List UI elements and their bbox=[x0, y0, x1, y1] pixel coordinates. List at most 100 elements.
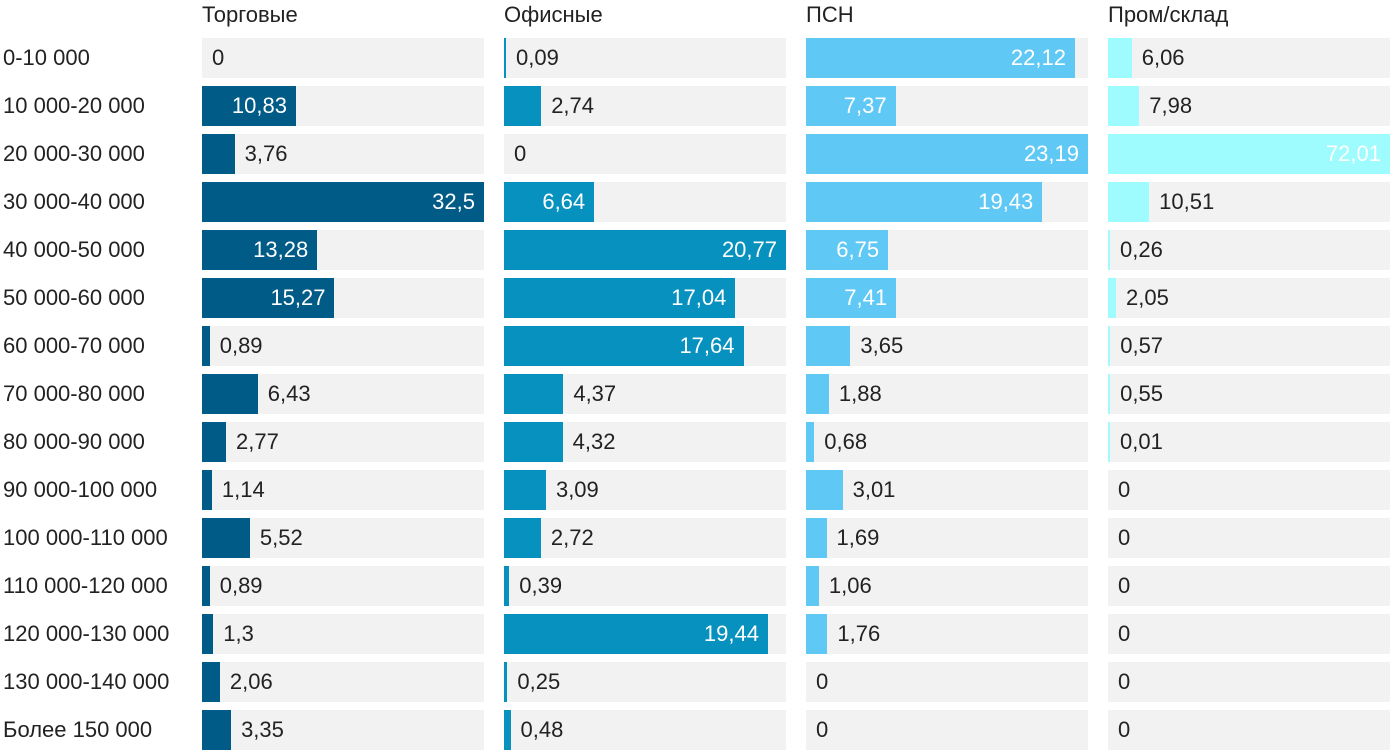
category-label: 100 000-110 000 bbox=[3, 525, 168, 550]
category-label: 10 000-20 000 bbox=[3, 93, 145, 118]
bar-track bbox=[1108, 326, 1390, 366]
data-label: 1,3 bbox=[223, 621, 254, 646]
series-title: Торговые bbox=[202, 2, 298, 27]
bar-track bbox=[806, 614, 1088, 654]
bar bbox=[504, 326, 744, 366]
bar bbox=[504, 374, 564, 414]
bar bbox=[806, 86, 896, 126]
data-label: 1,76 bbox=[837, 621, 881, 646]
data-label: 17,04 bbox=[671, 285, 727, 310]
bar bbox=[202, 566, 210, 606]
bar bbox=[202, 86, 296, 126]
bar bbox=[806, 134, 1088, 174]
bar bbox=[202, 518, 250, 558]
bar-track bbox=[1108, 230, 1390, 270]
data-label: 0 bbox=[816, 669, 829, 694]
data-label: 19,44 bbox=[703, 621, 759, 646]
series-title: ПСН bbox=[806, 2, 854, 27]
bar-track bbox=[806, 566, 1088, 606]
data-label: 1,69 bbox=[836, 525, 880, 550]
bar bbox=[504, 470, 546, 510]
bar-track bbox=[1108, 38, 1390, 78]
bar-track bbox=[202, 614, 484, 654]
bar-track bbox=[1108, 566, 1390, 606]
category-label: 0-10 000 bbox=[3, 45, 90, 70]
bar bbox=[806, 182, 1043, 222]
data-label: 0 bbox=[816, 717, 829, 742]
bar-track bbox=[504, 710, 786, 750]
data-label: 4,32 bbox=[572, 429, 616, 454]
data-label: 10,83 bbox=[231, 93, 287, 118]
bar bbox=[504, 614, 768, 654]
data-label: 13,28 bbox=[253, 237, 309, 262]
bar-track bbox=[202, 422, 484, 462]
bar bbox=[806, 470, 843, 510]
data-label: 0 bbox=[1118, 621, 1131, 646]
bar bbox=[202, 470, 212, 510]
bar-track bbox=[1108, 614, 1390, 654]
bar-track bbox=[1108, 470, 1390, 510]
bar-track bbox=[202, 38, 484, 78]
data-label: 5,52 bbox=[259, 525, 303, 550]
data-label: 6,64 bbox=[542, 189, 586, 214]
data-label: 0 bbox=[212, 45, 225, 70]
bar bbox=[504, 182, 595, 222]
data-label: 4,37 bbox=[573, 381, 617, 406]
bar bbox=[806, 278, 897, 318]
bar bbox=[504, 710, 511, 750]
data-label: 72,01 bbox=[1325, 141, 1381, 166]
data-label: 0,01 bbox=[1120, 429, 1163, 454]
bar bbox=[806, 326, 851, 366]
bar bbox=[202, 374, 258, 414]
category-label: 60 000-70 000 bbox=[3, 333, 145, 358]
bar bbox=[806, 614, 828, 654]
bar bbox=[1108, 230, 1110, 270]
data-label: 0,39 bbox=[519, 573, 563, 598]
data-label: 0 bbox=[1118, 717, 1131, 742]
category-label: 20 000-30 000 bbox=[3, 141, 145, 166]
bar bbox=[1108, 326, 1111, 366]
category-label: 120 000-130 000 bbox=[3, 621, 170, 646]
data-label: 6,43 bbox=[267, 381, 311, 406]
data-label: 0 bbox=[1118, 669, 1131, 694]
bar bbox=[1108, 182, 1150, 222]
category-label: 110 000-120 000 bbox=[3, 573, 168, 598]
data-label: 2,77 bbox=[236, 429, 279, 454]
data-label: 32,5 bbox=[432, 189, 475, 214]
bar-track bbox=[504, 662, 786, 702]
bar bbox=[806, 422, 815, 462]
bar-track bbox=[202, 134, 484, 174]
bar bbox=[806, 566, 819, 606]
data-label: 19,43 bbox=[978, 189, 1034, 214]
bar bbox=[202, 614, 214, 654]
data-label: 3,01 bbox=[852, 477, 896, 502]
bar bbox=[504, 566, 510, 606]
data-label: 1,88 bbox=[838, 381, 882, 406]
data-label: 0 bbox=[514, 141, 527, 166]
data-label: 0,55 bbox=[1120, 381, 1163, 406]
data-label: 17,64 bbox=[679, 333, 735, 358]
bar-track bbox=[202, 470, 484, 510]
data-label: 2,06 bbox=[229, 669, 273, 694]
bar-track bbox=[504, 134, 786, 174]
bar-track bbox=[806, 710, 1088, 750]
bar-track bbox=[202, 710, 484, 750]
category-label: 40 000-50 000 bbox=[3, 237, 145, 262]
data-label: 1,06 bbox=[828, 573, 872, 598]
bar bbox=[504, 86, 542, 126]
bar-track bbox=[1108, 710, 1390, 750]
bar bbox=[202, 182, 484, 222]
bar bbox=[1108, 422, 1110, 462]
bar bbox=[504, 278, 736, 318]
data-label: 0,26 bbox=[1120, 237, 1163, 262]
bar-track bbox=[1108, 374, 1390, 414]
bar bbox=[202, 326, 210, 366]
bar bbox=[504, 662, 508, 702]
bar-track bbox=[202, 326, 484, 366]
bar-track bbox=[806, 326, 1088, 366]
category-label: Более 150 000 bbox=[3, 717, 153, 742]
data-label: 1,14 bbox=[221, 477, 265, 502]
bar bbox=[806, 374, 829, 414]
bar-track bbox=[202, 566, 484, 606]
bar bbox=[202, 662, 220, 702]
